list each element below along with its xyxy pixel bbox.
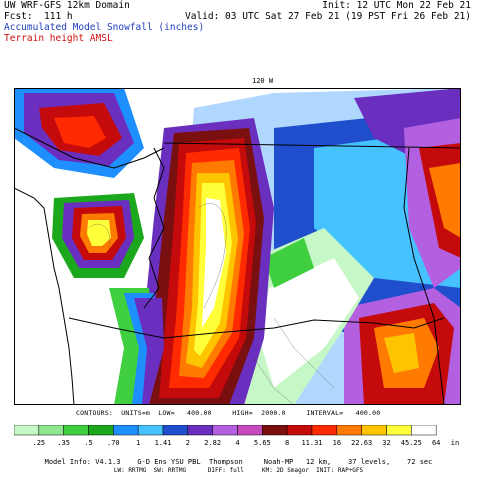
colorbar-label: .5 [84, 439, 92, 447]
colorbar-label: 45.25 [401, 439, 422, 447]
init-time: Init: 12 UTC Mon 22 Feb 21 [322, 0, 471, 11]
map-boundaries [14, 127, 461, 405]
colorbar-swatch [212, 425, 238, 436]
valid-time: Valid: 03 UTC Sat 27 Feb 21 (19 PST Fri … [185, 11, 471, 22]
colorbar-swatch [411, 425, 437, 436]
field-name: Accumulated Model Snowfall (inches) [4, 22, 205, 33]
colorbar-swatch [187, 425, 213, 436]
contours-info: CONTOURS: UNITS=m LOW= 400.00 HIGH= 2000… [76, 409, 381, 417]
snow-field-vancouver-island [14, 88, 144, 178]
colorbar-swatch [262, 425, 288, 436]
colorbar-label: 32 [382, 439, 390, 447]
colorbar-label: 8 [285, 439, 289, 447]
header-left: UW WRF-GFS 12km Domain Fcst: 111 h Accum… [4, 0, 204, 44]
colorbar-label: 16 [333, 439, 341, 447]
colorbar-swatch [38, 425, 64, 436]
colorbar-label: 1.41 [155, 439, 172, 447]
snowfall-map [14, 88, 461, 405]
terrain-contours [88, 203, 335, 405]
snow-field-east [344, 88, 461, 405]
colorbar-swatch [113, 425, 139, 436]
colorbar-swatch [286, 425, 313, 436]
snow-field-cascades [134, 118, 274, 405]
model-title: UW WRF-GFS 12km Domain [4, 0, 130, 11]
colorbar-label: 2.82 [204, 439, 221, 447]
colorbar-swatch [336, 425, 362, 436]
colorbar-swatch [14, 425, 40, 436]
colorbar-label: 22.63 [351, 439, 372, 447]
colorbar-swatch [361, 425, 387, 436]
colorbar-label: .25 [33, 439, 46, 447]
colorbar-label: 5.65 [254, 439, 271, 447]
map-frame [14, 88, 461, 405]
colorbar-label: 4 [235, 439, 239, 447]
colorbar-label: .35 [57, 439, 70, 447]
snow-field-olympics [52, 193, 144, 278]
header-right: Init: 12 UTC Mon 22 Feb 21 Valid: 03 UTC… [185, 0, 471, 22]
colorbar-swatch [311, 425, 338, 436]
model-info-line2: LW: RRTMG SW: RRTMG DIFF: full KM: 2D Sm… [113, 467, 364, 474]
colorbar-label: 11.31 [301, 439, 322, 447]
colorbar-label: .70 [107, 439, 120, 447]
colorbar-swatch [386, 425, 412, 436]
contour-field-name: Terrain height AMSL [4, 33, 113, 44]
colorbar-label: 64 [432, 439, 440, 447]
colorbar-swatch [88, 425, 114, 436]
colorbar-swatch [162, 425, 189, 436]
model-info-line1: Model Info: V4.1.3 G-D Ens YSU PBL Thomp… [44, 458, 433, 466]
colorbar-swatch [237, 425, 263, 436]
longitude-label: 120 W [252, 77, 274, 85]
colorbar-swatch [137, 425, 164, 436]
colorbar-swatch [63, 425, 89, 436]
colorbar: .25 .35 .5 .70 1 1.41 2 2.82 4 5.65 8 11.31 16 22.63 3… [14, 425, 459, 447]
colorbar-label: 2 [186, 439, 190, 447]
colorbar-label: 1 [136, 439, 140, 447]
colorbar-label: in [451, 439, 459, 447]
forecast-hour: Fcst: 111 h [4, 11, 73, 22]
snow-field-coast [14, 288, 164, 405]
